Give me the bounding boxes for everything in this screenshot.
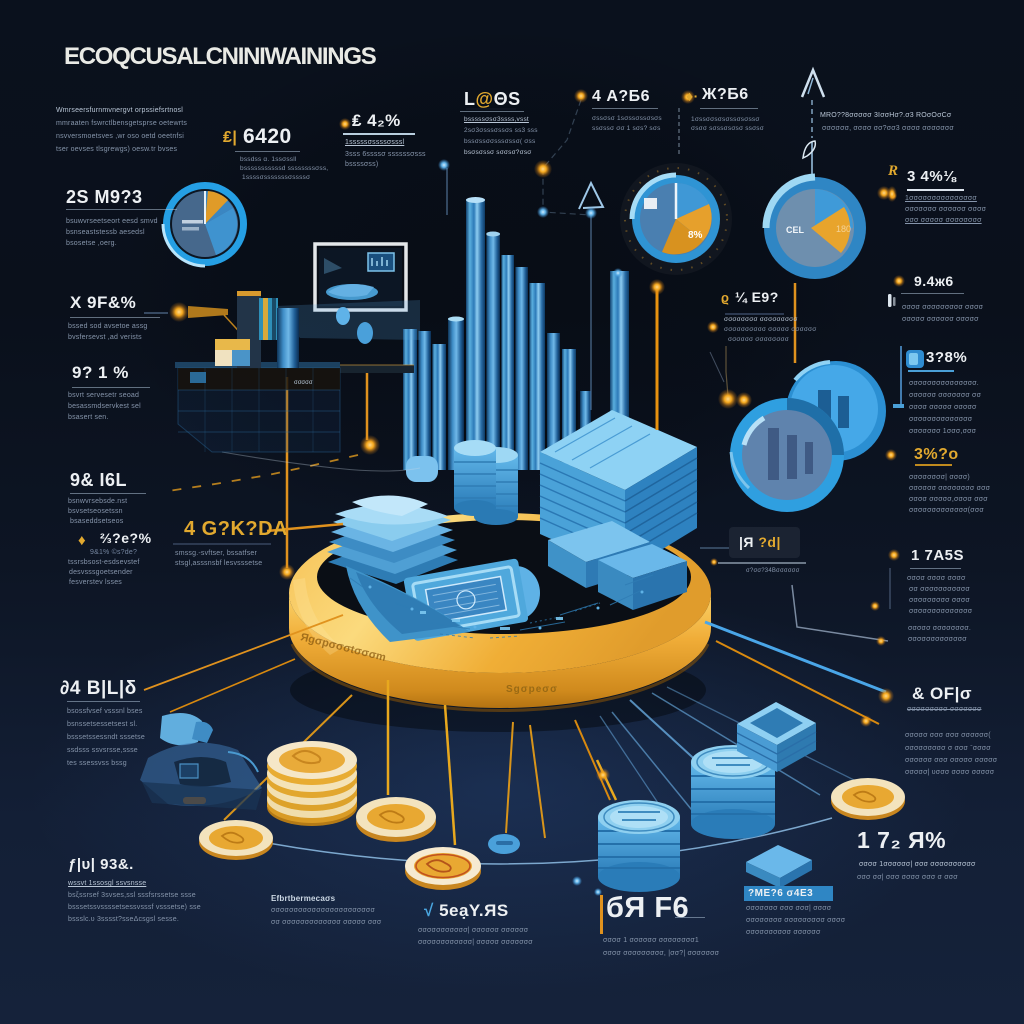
svg-text:σσσσσ: σσσσσ <box>294 380 313 386</box>
svg-text:Sgσреσσ: Sgσреσσ <box>506 684 558 695</box>
svg-text:180: 180 <box>836 224 851 234</box>
svg-text:8%: 8% <box>688 230 703 241</box>
svg-text:CEL: CEL <box>786 225 805 235</box>
